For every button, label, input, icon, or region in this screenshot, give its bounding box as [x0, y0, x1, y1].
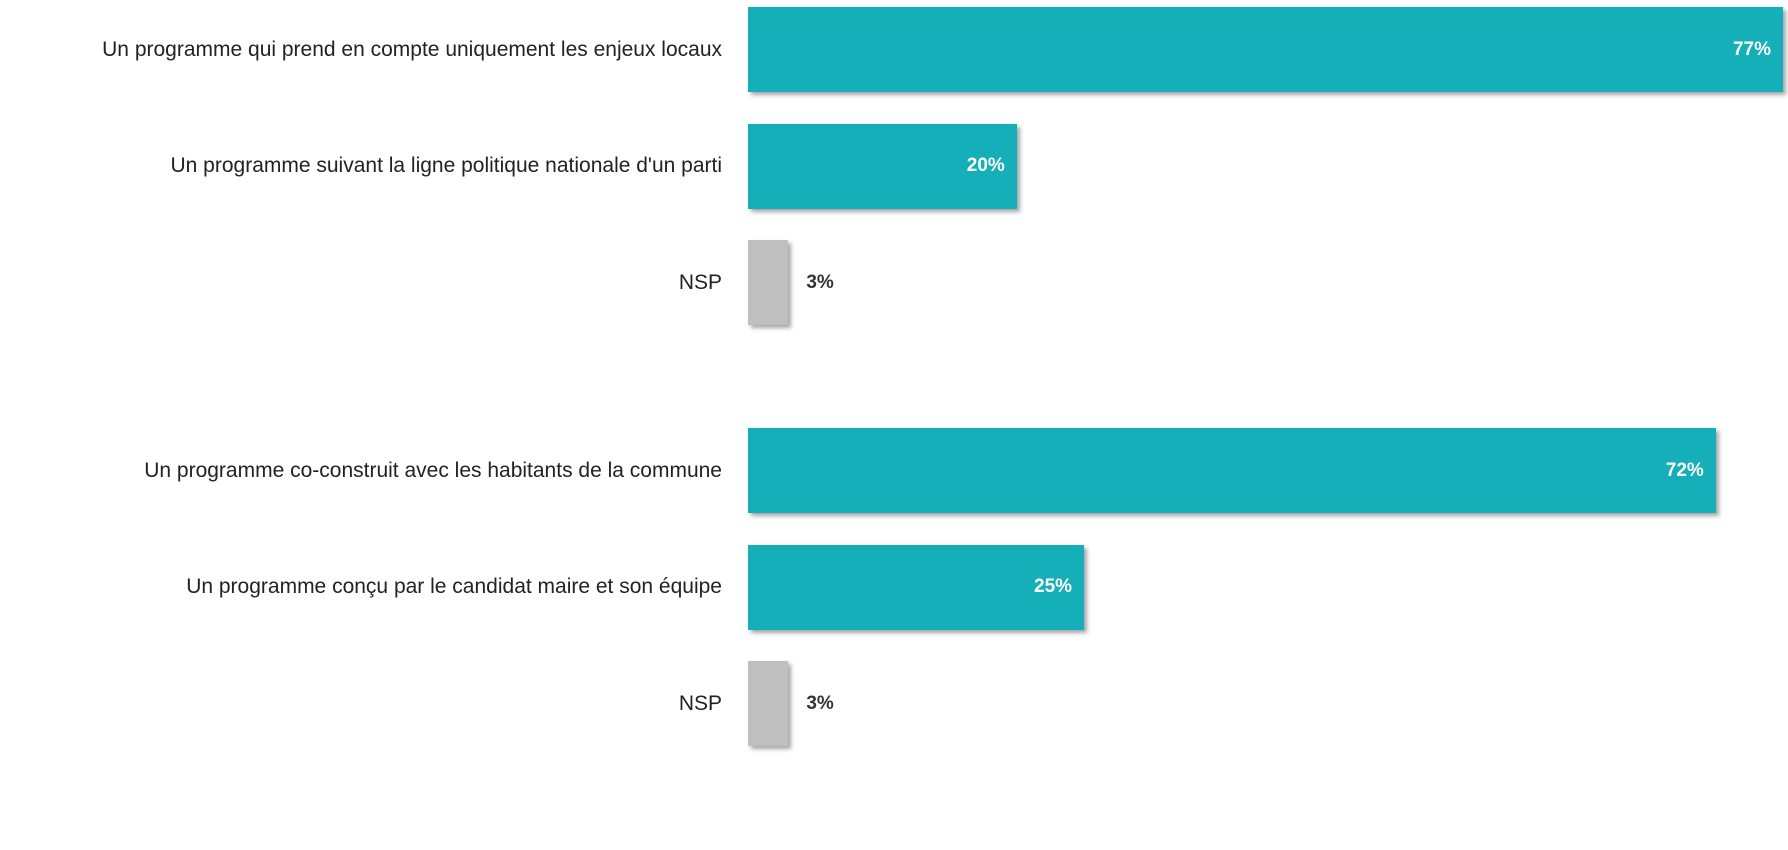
value-label: 3% — [806, 692, 834, 714]
bar — [748, 123, 1017, 209]
category-label: NSP — [678, 270, 722, 294]
value-label: 72% — [1665, 459, 1704, 481]
category-label: Un programme qui prend en compte uniquem… — [102, 37, 722, 61]
bar — [748, 544, 1085, 630]
category-label: Un programme conçu par le candidat maire… — [186, 575, 722, 598]
category-label: Un programme co-construit avec les habit… — [144, 458, 722, 482]
bar — [748, 7, 1783, 92]
category-label: NSP — [678, 691, 722, 715]
bar — [748, 428, 1716, 513]
bar — [748, 240, 789, 325]
bar — [748, 661, 789, 746]
value-label: 77% — [1732, 38, 1771, 60]
value-label: 25% — [1034, 576, 1073, 597]
value-label: 3% — [806, 271, 834, 293]
category-label: Un programme suivant la ligne politique … — [170, 154, 722, 177]
value-label: 20% — [966, 155, 1005, 176]
